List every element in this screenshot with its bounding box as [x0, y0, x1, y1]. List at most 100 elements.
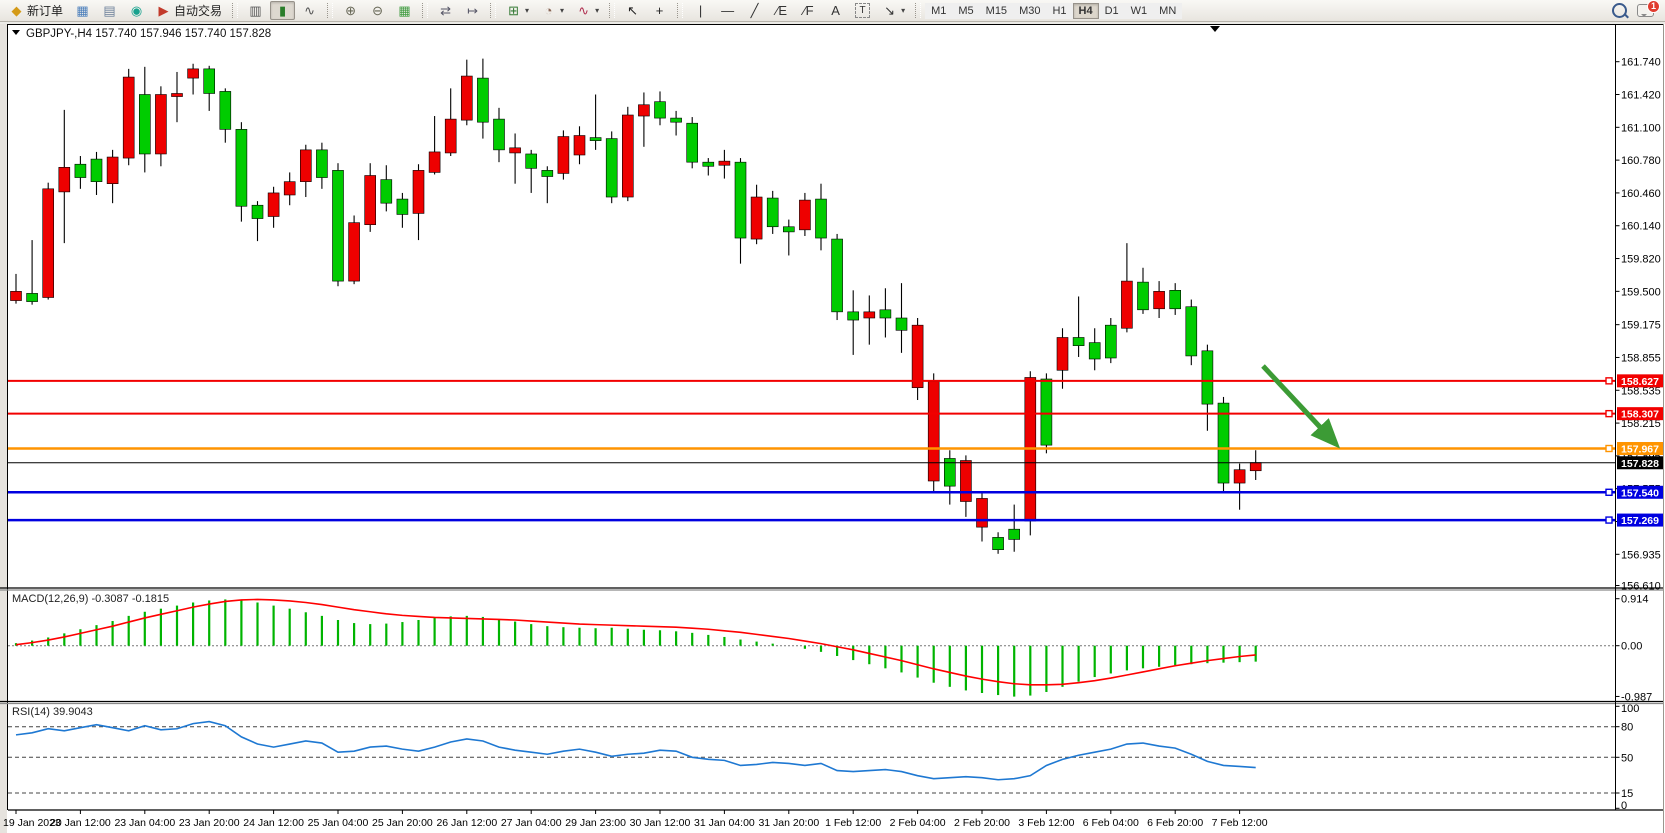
svg-text:23 Jan 04:00: 23 Jan 04:00 [114, 817, 175, 829]
timeframe-d1[interactable]: D1 [1098, 2, 1125, 19]
autotrading-button[interactable]: ▶ 自动交易 [151, 1, 227, 20]
timeframe-m15[interactable]: M15 [979, 2, 1014, 19]
zoom-out-button[interactable]: ⊖ [365, 1, 390, 20]
cursor-button[interactable]: ↖ [620, 1, 645, 20]
toolbar-separator [490, 3, 497, 18]
community-chat-icon[interactable]: 1 [1637, 0, 1660, 17]
auto-scroll-button[interactable]: ⇄ [433, 1, 458, 20]
timeframe-w1[interactable]: W1 [1124, 2, 1154, 19]
candles-icon: ▮ [278, 3, 287, 18]
svg-text:160.460: 160.460 [1621, 188, 1661, 200]
autotrade-icon: ▶ [158, 3, 169, 18]
chart-shift-button[interactable]: ↦ [460, 1, 485, 20]
timeframe-m1[interactable]: M1 [925, 2, 953, 19]
svg-text:-0.987: -0.987 [1621, 691, 1652, 703]
svg-text:161.100: 161.100 [1621, 122, 1661, 134]
tile-icon: ▦ [398, 3, 411, 18]
scroll-marker-icon[interactable] [1210, 26, 1220, 32]
zoom-in-button[interactable]: ⊕ [338, 1, 363, 20]
price-badge [1617, 374, 1663, 388]
chart-title-ohlc: GBPJPY-,H4 157.740 157.946 157.740 157.8… [26, 28, 271, 40]
equidistant-channel-button[interactable]: ∕E [769, 1, 794, 20]
chart-area[interactable]: GBPJPY-,H4 157.740 157.946 157.740 157.8… [0, 24, 1665, 833]
svg-text:0.914: 0.914 [1621, 594, 1649, 606]
signals-button[interactable]: ◉ [124, 1, 149, 20]
top-toolbar: ◆ 新订单 ▦ ▤ ◉ ▶ 自动交易 ▥ ▮ ∿ ⊕ ⊖ ▦ ⇄ ↦ ⊞ ▾ ◔ ▾ ∿ ▾ ↖ + | — ╱ ∕E ∕F A T ↘ ▾ M… [0, 0, 1665, 22]
text-button[interactable]: A [823, 1, 848, 20]
svg-text:158.535: 158.535 [1621, 385, 1661, 397]
charts-button[interactable]: ▦ [70, 1, 95, 20]
indicators-icon: ∿ [578, 3, 590, 18]
svg-text:29 Jan 23:00: 29 Jan 23:00 [565, 817, 626, 829]
bar-chart-button[interactable]: ▥ [243, 1, 268, 20]
svg-text:161.740: 161.740 [1621, 57, 1661, 69]
timeframe-mn[interactable]: MN [1153, 2, 1183, 19]
new-chart-button[interactable]: ⊞ ▾ [501, 1, 534, 20]
vline-icon: | [698, 3, 703, 18]
svg-text:159.820: 159.820 [1621, 254, 1661, 266]
svg-text:50: 50 [1621, 752, 1633, 764]
timeframe-m30[interactable]: M30 [1013, 2, 1047, 19]
text-icon: A [831, 3, 840, 18]
svg-text:156.610: 156.610 [1621, 581, 1661, 593]
line-handle-icon[interactable] [1605, 409, 1613, 418]
svg-text:157.967: 157.967 [1621, 444, 1659, 456]
svg-text:159.175: 159.175 [1621, 320, 1661, 332]
indicators-button[interactable]: ∿ ▾ [571, 1, 604, 20]
line-handle-icon[interactable] [1605, 377, 1613, 385]
horizontal-line-button[interactable]: — [715, 1, 740, 20]
chevron-down-icon[interactable]: ▾ [560, 6, 565, 15]
chevron-down-icon[interactable]: ▾ [525, 6, 530, 15]
svg-text:3 Feb 12:00: 3 Feb 12:00 [1018, 817, 1074, 829]
tile-windows-button[interactable]: ▦ [392, 1, 417, 20]
toolbar-separator [232, 3, 239, 18]
chart-shift-icon: ↦ [467, 3, 478, 18]
timeframe-h4[interactable]: H4 [1072, 2, 1099, 19]
fibo-icon: ∕F [803, 3, 814, 18]
svg-text:30 Jan 12:00: 30 Jan 12:00 [630, 817, 691, 829]
crosshair-button[interactable]: + [647, 1, 672, 20]
periods-button[interactable]: ◔ ▾ [536, 1, 569, 20]
line-handle-icon[interactable] [1605, 516, 1613, 524]
svg-text:80: 80 [1621, 722, 1633, 734]
terminal-button[interactable]: ▤ [97, 1, 122, 20]
price-badge [1617, 442, 1663, 456]
new-chart-icon: ⊞ [508, 3, 519, 18]
vertical-line-button[interactable]: | [688, 1, 713, 20]
crosshair-icon: + [655, 3, 664, 18]
trendline-button[interactable]: ╱ [742, 1, 767, 20]
charts-icon: ▦ [76, 3, 89, 18]
zoom-out-icon: ⊖ [372, 3, 383, 18]
text-label-button[interactable]: T [850, 1, 875, 20]
signals-icon: ◉ [130, 3, 143, 18]
toolbar-separator [609, 3, 616, 18]
candlestick-chart-button[interactable]: ▮ [270, 1, 296, 20]
annotation-arrow[interactable] [1261, 364, 1341, 449]
arrows-icon: ↘ [884, 3, 896, 18]
chart-menu-triangle-icon[interactable] [12, 30, 20, 35]
svg-text:0.00: 0.00 [1621, 641, 1642, 653]
price-badge [1617, 407, 1663, 421]
svg-text:6 Feb 04:00: 6 Feb 04:00 [1083, 817, 1139, 829]
timeframe-h1[interactable]: H1 [1046, 2, 1073, 19]
price-badge [1617, 485, 1663, 499]
svg-text:31 Jan 04:00: 31 Jan 04:00 [694, 817, 755, 829]
arrows-button[interactable]: ↘ ▾ [877, 1, 910, 20]
svg-text:2 Feb 04:00: 2 Feb 04:00 [890, 817, 946, 829]
chevron-down-icon[interactable]: ▾ [595, 6, 600, 15]
line-handle-icon[interactable] [1605, 488, 1613, 496]
chevron-down-icon[interactable]: ▾ [901, 6, 906, 15]
svg-text:15: 15 [1621, 788, 1633, 800]
chart-canvas[interactable]: GBPJPY-,H4 157.740 157.946 157.740 157.8… [0, 24, 1665, 833]
line-handle-icon[interactable] [1605, 444, 1613, 453]
search-icon[interactable] [1612, 3, 1627, 18]
new-order-button[interactable]: ◆ 新订单 [4, 1, 68, 20]
bar-chart-icon: ▥ [249, 3, 262, 18]
cursor-icon: ↖ [627, 3, 639, 18]
timeframe-m5[interactable]: M5 [952, 2, 980, 19]
svg-text:23 Jan 20:00: 23 Jan 20:00 [179, 817, 240, 829]
fibonacci-button[interactable]: ∕F [796, 1, 821, 20]
line-chart-button[interactable]: ∿ [297, 1, 322, 20]
